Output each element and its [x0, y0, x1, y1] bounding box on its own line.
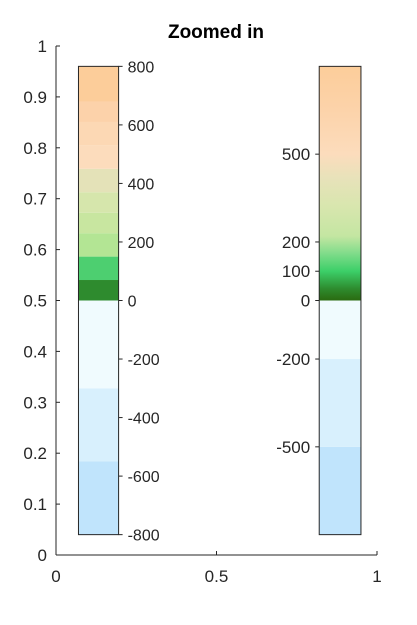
left-colorbar-tick-label: -800	[128, 528, 160, 545]
left-colorbar-segment-2	[78, 300, 119, 389]
left-colorbar-segment-4	[78, 256, 119, 281]
y-tick-label: 0.2	[23, 444, 47, 463]
left-colorbar-tick-label: -400	[128, 411, 160, 428]
left-colorbar-segment-9	[78, 145, 119, 169]
left-colorbar-segment-5	[78, 233, 119, 257]
chart-title: Zoomed in	[168, 22, 264, 43]
left-colorbar-segment-10	[78, 121, 119, 146]
left-colorbar-tick-label: 200	[128, 235, 155, 252]
y-tick-label: 0.4	[23, 342, 47, 361]
right-colorbar-tick-label: 100	[282, 262, 310, 281]
right-colorbar-gradient	[319, 66, 361, 301]
y-tick-label: 0.6	[23, 241, 47, 260]
right-colorbar-tick-label: 500	[282, 145, 310, 164]
x-tick-label: 0.5	[205, 567, 229, 586]
left-colorbar-segment-12	[78, 66, 119, 102]
right-colorbar-tick-label: -200	[276, 350, 310, 369]
left-colorbar-tick-label: 800	[128, 59, 155, 76]
left-colorbar-tick-label: -600	[128, 469, 160, 486]
right-colorbar-tick-label: -500	[276, 438, 310, 457]
left-colorbar-segment-0	[78, 461, 119, 535]
y-tick-label: 0.1	[23, 495, 47, 514]
x-tick-label: 1	[372, 567, 381, 586]
left-colorbar-segment-8	[78, 168, 119, 193]
left-colorbar-tick-label: -200	[128, 352, 160, 369]
y-tick-label: 0.3	[23, 393, 47, 412]
left-colorbar-tick-label: 0	[128, 294, 137, 311]
y-tick-label: 0.8	[23, 139, 47, 158]
left-colorbar-tick-label: 600	[128, 118, 155, 135]
left-colorbar-segment-1	[78, 388, 119, 462]
y-tick-label: 0.7	[23, 190, 47, 209]
left-colorbar-segment-7	[78, 192, 119, 213]
right-colorbar-tick-label: 0	[301, 292, 310, 311]
left-colorbar-segment-3	[78, 280, 119, 301]
right-colorbar-segment-1	[319, 359, 361, 447]
y-tick-label: 0	[38, 546, 47, 565]
left-colorbar-tick-label: 400	[128, 176, 155, 193]
right-colorbar-tick-label: 200	[282, 233, 310, 252]
x-tick-label: 0	[51, 567, 60, 586]
plot-area: -800-600-400-2000200400600800-500-200010…	[23, 37, 381, 586]
y-tick-label: 0.5	[23, 292, 47, 311]
y-tick-label: 1	[38, 37, 47, 56]
left-colorbar-segment-11	[78, 101, 119, 122]
right-colorbar-segment-2	[319, 300, 361, 360]
right-colorbar-segment-0	[319, 446, 361, 535]
left-colorbar-segment-6	[78, 212, 119, 234]
y-tick-label: 0.9	[23, 88, 47, 107]
